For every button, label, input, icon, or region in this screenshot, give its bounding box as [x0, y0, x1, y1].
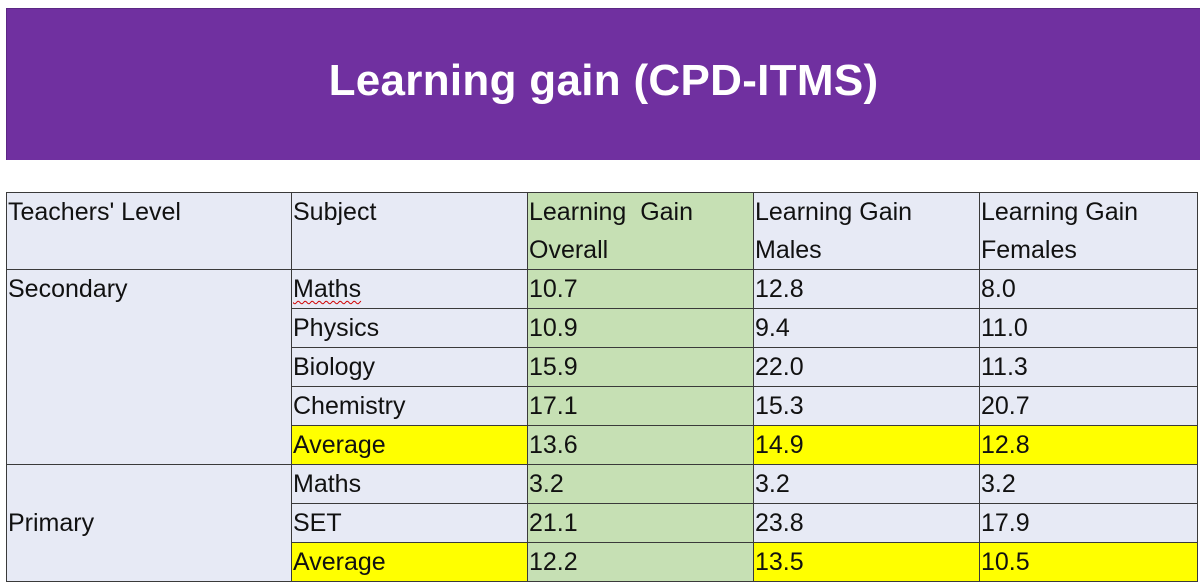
females-cell: 17.9 [979, 503, 1198, 543]
subject-cell: Maths [291, 464, 528, 504]
overall-cell: 15.9 [527, 347, 754, 387]
overall-cell-average: 12.2 [527, 542, 754, 582]
males-cell-average: 14.9 [753, 425, 980, 465]
header-learning-gain-females: Learning Gain Females [979, 192, 1198, 270]
males-cell: 12.8 [753, 269, 980, 309]
header-learning-gain-males: Learning Gain Males [753, 192, 980, 270]
table-row: Chemistry 17.1 15.3 20.7 [7, 386, 1198, 426]
header-learning-gain-overall: Learning Gain Overall [527, 192, 754, 270]
table-row: Physics 10.9 9.4 11.0 [7, 308, 1198, 348]
overall-cell: 10.7 [527, 269, 754, 309]
overall-cell: 10.9 [527, 308, 754, 348]
table-row: Secondary Maths 10.7 12.8 8.0 [6, 269, 1198, 465]
subject-cell: Maths [291, 269, 528, 309]
learning-gain-table: Teachers' Level Subject Learning Gain Ov… [6, 192, 1198, 582]
header-row: Teachers' Level Subject Learning Gain Ov… [6, 192, 1198, 270]
title-banner: Learning gain (CPD-ITMS) [6, 8, 1200, 160]
table-row: Biology 15.9 22.0 11.3 [7, 347, 1198, 387]
females-cell: 8.0 [979, 269, 1198, 309]
subject-cell-average: Average [291, 542, 528, 582]
females-cell: 20.7 [979, 386, 1198, 426]
subject-cell: SET [291, 503, 528, 543]
header-teachers-level: Teachers' Level [6, 192, 292, 270]
females-cell-average: 10.5 [979, 542, 1198, 582]
table-row: Primary Maths 3.2 3.2 3.2 [6, 464, 1198, 582]
females-cell-average: 12.8 [979, 425, 1198, 465]
males-cell: 15.3 [753, 386, 980, 426]
table-row: SET 21.1 23.8 17.9 [7, 503, 1198, 543]
males-cell-average: 13.5 [753, 542, 980, 582]
header-subject: Subject [291, 192, 528, 270]
subject-text: Maths [293, 275, 362, 303]
subject-cell: Physics [291, 308, 528, 348]
females-cell: 3.2 [979, 464, 1198, 504]
females-cell: 11.0 [979, 308, 1198, 348]
subject-cell: Chemistry [291, 386, 528, 426]
subject-cell-average: Average [291, 425, 528, 465]
subject-cell: Biology [291, 347, 528, 387]
males-cell: 22.0 [753, 347, 980, 387]
slide-title: Learning gain (CPD-ITMS) [328, 55, 879, 105]
average-row-primary: Average 12.2 13.5 10.5 [7, 542, 1198, 582]
level-cell-secondary: Secondary [6, 269, 292, 465]
females-cell: 11.3 [979, 347, 1198, 387]
overall-cell: 21.1 [527, 503, 754, 543]
overall-cell-average: 13.6 [527, 425, 754, 465]
males-cell: 23.8 [753, 503, 980, 543]
level-cell-primary: Primary [6, 464, 292, 582]
males-cell: 9.4 [753, 308, 980, 348]
overall-cell: 3.2 [527, 464, 754, 504]
overall-cell: 17.1 [527, 386, 754, 426]
males-cell: 3.2 [753, 464, 980, 504]
